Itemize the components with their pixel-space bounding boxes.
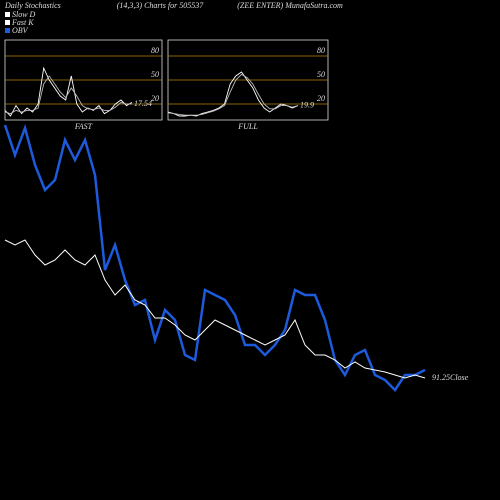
y-tick-label: 50 [151, 70, 159, 79]
y-tick-label: 80 [151, 46, 159, 55]
legend-label: OBV [12, 26, 29, 35]
annotation: 91.25Close [432, 373, 469, 382]
series-line [3, 123, 426, 392]
y-tick-label: 20 [151, 94, 159, 103]
series-line [4, 75, 132, 115]
y-tick-label: 20 [317, 94, 325, 103]
legend-swatch [5, 20, 10, 25]
header-right: (ZEE ENTER) MunafaSutra.com [237, 1, 343, 10]
legend-swatch [5, 12, 10, 17]
legend-label: Fast K [11, 18, 34, 27]
value-label: 17.54 [134, 99, 152, 108]
panel-title: FAST [74, 122, 93, 131]
y-tick-label: 50 [317, 70, 325, 79]
series-line [4, 66, 133, 117]
y-tick-label: 80 [317, 46, 325, 55]
panel-title: FULL [237, 122, 258, 131]
value-label: 19.9 [300, 100, 314, 109]
header-left: Daily Stochastics [4, 1, 61, 10]
series-line [4, 239, 426, 379]
legend-label: Slow D [12, 10, 36, 19]
legend-swatch [5, 28, 10, 33]
series-line [167, 73, 299, 116]
header-center: (14,3,3) Charts for 505537 [117, 1, 204, 10]
